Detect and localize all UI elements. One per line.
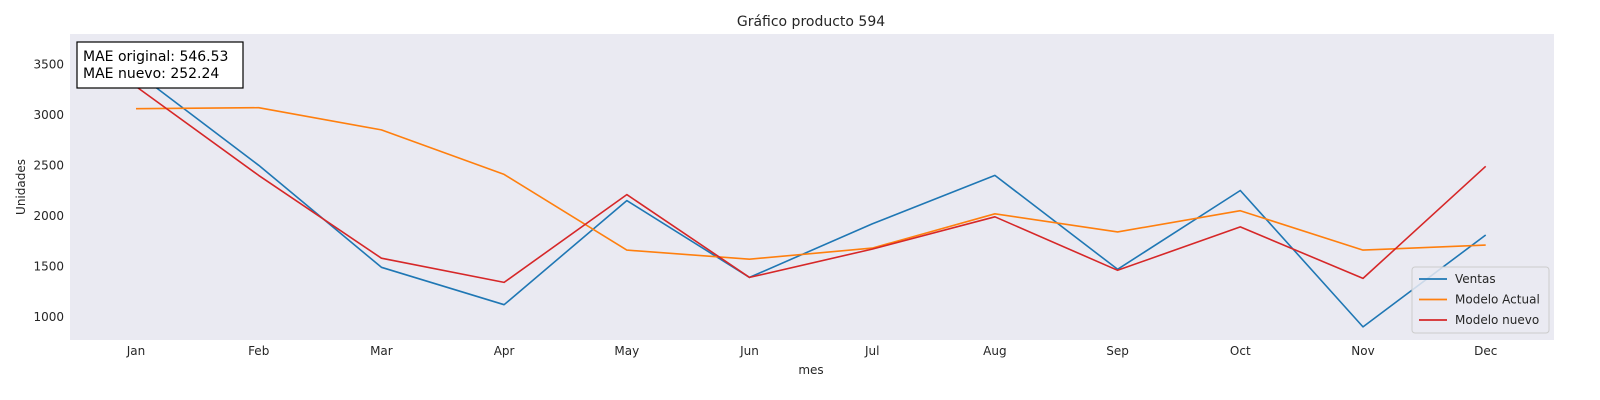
y-tick-label: 1000 — [33, 310, 64, 324]
x-tick-label: Apr — [494, 344, 515, 358]
y-tick-label: 3000 — [33, 108, 64, 122]
x-tick-label: May — [614, 344, 639, 358]
annotation-box — [76, 41, 244, 89]
x-tick-label: Jan — [126, 344, 146, 358]
series-line-ventas — [135, 71, 1487, 328]
legend-label: Modelo Actual — [1455, 293, 1540, 307]
series-line-modelo-actual — [135, 106, 1486, 261]
x-tick-label: Aug — [983, 344, 1006, 358]
x-tick-label: Jul — [864, 344, 879, 358]
y-tick-label: 3500 — [33, 57, 64, 71]
series-lines — [135, 71, 1487, 328]
legend-label: Modelo nuevo — [1455, 313, 1539, 327]
x-tick-label: Feb — [248, 344, 269, 358]
x-tick-label: Sep — [1106, 344, 1129, 358]
mae-original-text: MAE original: 546.53 — [83, 49, 228, 65]
chart-title: Gráfico producto 594 — [737, 14, 885, 30]
legend-label: Ventas — [1455, 272, 1496, 286]
plot-area — [70, 34, 1554, 340]
x-tick-label: Oct — [1230, 344, 1251, 358]
x-tick-label: Mar — [370, 344, 393, 358]
series-line-modelo-nuevo — [135, 85, 1487, 284]
x-tick-label: Nov — [1351, 344, 1374, 358]
legend: Ventas Modelo Actual Modelo nuevo — [1411, 266, 1550, 334]
y-axis-ticks: 1000 1500 2000 2500 3000 3500 — [33, 57, 64, 323]
y-tick-label: 1500 — [33, 259, 64, 273]
y-tick-label: 2500 — [33, 158, 64, 172]
x-tick-label: Jun — [739, 344, 759, 358]
mae-nuevo-text: MAE nuevo: 252.24 — [83, 66, 219, 82]
x-axis-label: mes — [798, 363, 823, 377]
mae-annotation: MAE original: 546.53 MAE nuevo: 252.24 — [76, 41, 244, 89]
x-tick-label: Dec — [1474, 344, 1497, 358]
y-axis-label: Unidades — [14, 159, 28, 215]
legend-box — [1411, 266, 1550, 334]
x-axis-ticks: Jan Feb Mar Apr May Jun Jul Aug Sep Oct Nov Dec — [126, 344, 1498, 358]
y-tick-label: 2000 — [33, 209, 64, 223]
